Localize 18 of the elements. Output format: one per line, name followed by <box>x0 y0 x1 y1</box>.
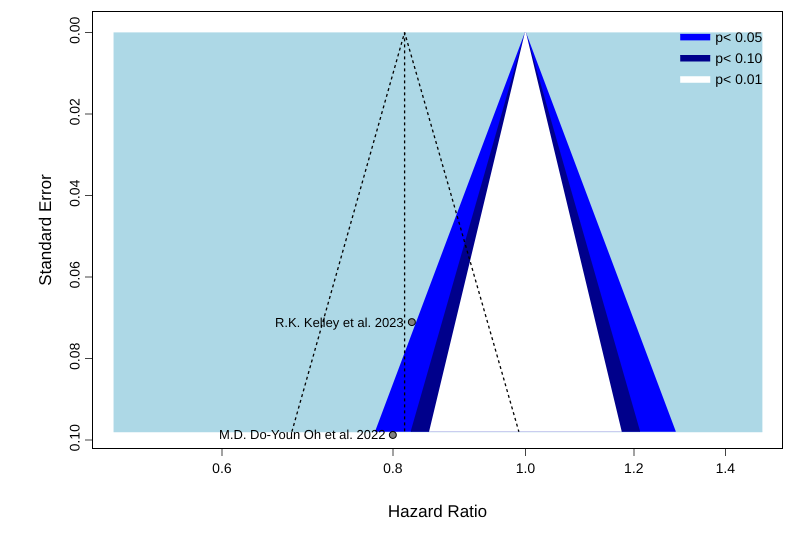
x-tick-label: 1.0 <box>516 460 536 476</box>
y-tick-label: 0.10 <box>66 424 82 452</box>
y-tick-label: 0.06 <box>66 260 82 288</box>
y-tick-label: 0.04 <box>66 179 82 207</box>
y-tick-label: 0.02 <box>66 98 82 126</box>
x-tick-label: 0.8 <box>383 460 403 476</box>
x-tick-label: 0.6 <box>212 460 232 476</box>
x-tick-label: 1.2 <box>624 460 644 476</box>
legend-label: p< 0.10 <box>715 50 763 66</box>
x-axis-title: Hazard Ratio <box>388 502 488 522</box>
annotation: R.K. Kelley et al. 2023 <box>275 315 404 330</box>
legend-label: p< 0.01 <box>715 71 763 88</box>
y-tick-label: 0.08 <box>66 342 82 370</box>
y-axis-title: Standard Error <box>36 174 55 286</box>
y-tick-label: 0.00 <box>66 16 82 44</box>
legend-label: p< 0.05 <box>715 28 763 45</box>
x-tick-label: 1.4 <box>716 460 736 476</box>
annotation: M.D. Do-Youn Oh et al. 2022 <box>219 427 386 442</box>
